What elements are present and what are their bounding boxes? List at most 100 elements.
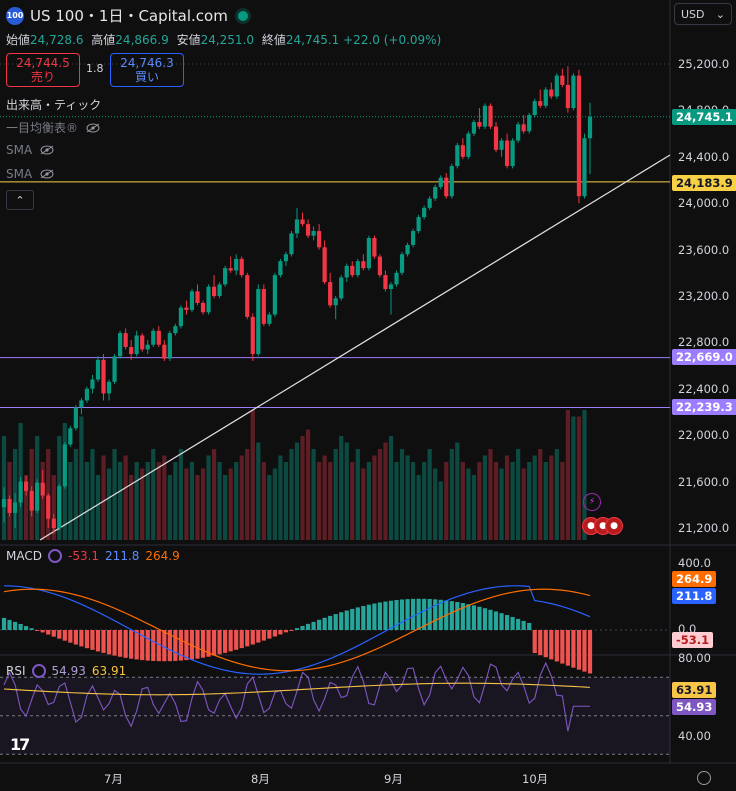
lightning-event-icon[interactable]: ⚡	[583, 493, 601, 511]
tradingview-logo[interactable]: 17	[10, 735, 30, 754]
rsi-legend[interactable]: RSI 54.93 63.91	[6, 664, 126, 678]
macd-histogram-bar	[129, 630, 134, 659]
candle-body	[134, 335, 139, 354]
symbol-title[interactable]: US 100・1日・Capital.com	[30, 7, 228, 25]
candle-body	[145, 344, 150, 350]
settings-gear-icon[interactable]	[697, 771, 711, 785]
volume-bar	[250, 410, 255, 540]
macd-line	[3, 585, 591, 675]
macd-histogram-bar	[1, 617, 7, 630]
volume-bar	[189, 462, 195, 540]
candle-body	[283, 254, 289, 262]
candle-body	[51, 518, 56, 528]
macd-histogram-bar	[361, 606, 366, 630]
candle-body	[129, 347, 134, 354]
volume-bar	[471, 475, 477, 540]
legend-sma-1[interactable]: SMA	[6, 143, 54, 157]
macd-histogram-bar	[178, 630, 184, 661]
volume-bar	[40, 462, 45, 540]
macd-legend[interactable]: MACD -53.1 211.8 264.9	[6, 549, 180, 563]
macd-histogram-bar	[410, 598, 416, 630]
collapse-legend-button[interactable]: ⌃	[6, 190, 34, 210]
candle-body	[482, 105, 488, 127]
macd-histogram-bar	[328, 615, 333, 630]
eye-hidden-icon[interactable]	[40, 169, 54, 179]
legend-volume-label: 出来高・ティック	[6, 98, 102, 112]
candle-body	[261, 289, 266, 324]
candle-body	[167, 333, 172, 359]
volume-bar	[217, 462, 222, 540]
macd-histogram-bar	[416, 598, 421, 630]
candle-body	[504, 140, 510, 167]
volume-bar	[504, 455, 510, 540]
candle-body	[317, 231, 322, 248]
macd-histogram-bar	[134, 630, 139, 660]
candle-body	[250, 316, 255, 354]
volume-bar	[106, 468, 112, 540]
macd-histogram-bar	[283, 630, 289, 633]
purple-line-tag-1: 22,669.0	[672, 349, 736, 365]
volume-bar	[405, 455, 410, 540]
candle-body	[311, 231, 316, 236]
volume-bar	[455, 442, 460, 540]
macd-histogram-bar	[466, 604, 471, 630]
eye-hidden-icon[interactable]	[86, 123, 100, 133]
candle-body	[68, 428, 73, 445]
low-value: 24,251.0	[200, 33, 255, 47]
volume-bar	[388, 436, 394, 540]
candle-body	[73, 407, 78, 429]
volume-bar	[256, 442, 261, 540]
symbol-header[interactable]: 100 US 100・1日・Capital.com	[6, 5, 248, 26]
macd-histogram-bar	[366, 604, 371, 630]
candle-body	[576, 75, 582, 197]
volume-bar	[184, 468, 189, 540]
volume-bar	[228, 468, 233, 540]
macd-histogram-bar	[399, 599, 405, 630]
candle-body	[466, 133, 471, 157]
macd-histogram-bar	[560, 630, 565, 664]
macd-signal-tag: 264.9	[672, 571, 717, 587]
candle-body	[488, 105, 493, 127]
us-flag-event-icon[interactable]: ●	[605, 517, 623, 535]
volume-bar	[173, 462, 178, 540]
candle-body	[366, 238, 371, 269]
candle-body	[294, 219, 300, 234]
currency-select[interactable]: USD ⌄	[674, 3, 732, 25]
volume-bar	[521, 468, 526, 540]
candle-body	[289, 233, 294, 255]
macd-histogram-bar	[377, 602, 383, 630]
candle-body	[543, 89, 548, 106]
volume-bar	[145, 462, 150, 540]
sell-label: 売り	[30, 70, 55, 84]
chevron-down-icon: ⌄	[715, 7, 725, 21]
legend-sma-2[interactable]: SMA	[6, 167, 54, 181]
macd-histogram-bar	[538, 630, 543, 656]
macd-histogram-bar	[300, 625, 305, 630]
volume-bar	[510, 462, 515, 540]
macd-histogram-bar	[18, 623, 23, 630]
macd-histogram-bar	[195, 630, 200, 659]
candle-body	[449, 166, 454, 197]
volume-bar	[422, 462, 427, 540]
rsi-axis-top: 80.00	[678, 651, 711, 665]
candle-body	[394, 272, 399, 285]
candle-body	[444, 177, 449, 197]
buy-button[interactable]: 24,746.3 買い	[110, 53, 184, 87]
volume-bar	[328, 462, 333, 540]
buy-price: 24,746.3	[120, 56, 174, 70]
sell-button[interactable]: 24,744.5 売り	[6, 53, 80, 87]
macd-histogram-bar	[57, 630, 62, 639]
eye-hidden-icon[interactable]	[40, 145, 54, 155]
legend-ichimoku[interactable]: 一目均衡表®	[6, 119, 100, 136]
legend-volume[interactable]: 出来高・ティック	[6, 96, 101, 113]
candle-body	[532, 101, 537, 116]
volume-bar	[123, 455, 128, 540]
macd-histogram-bar	[549, 630, 554, 660]
candle-body	[189, 291, 195, 310]
rsi-ma-value: 63.91	[91, 664, 127, 678]
volume-bar	[267, 475, 272, 540]
macd-histogram-bar	[267, 630, 272, 639]
candle-body	[117, 333, 123, 357]
candle-body	[460, 145, 465, 157]
